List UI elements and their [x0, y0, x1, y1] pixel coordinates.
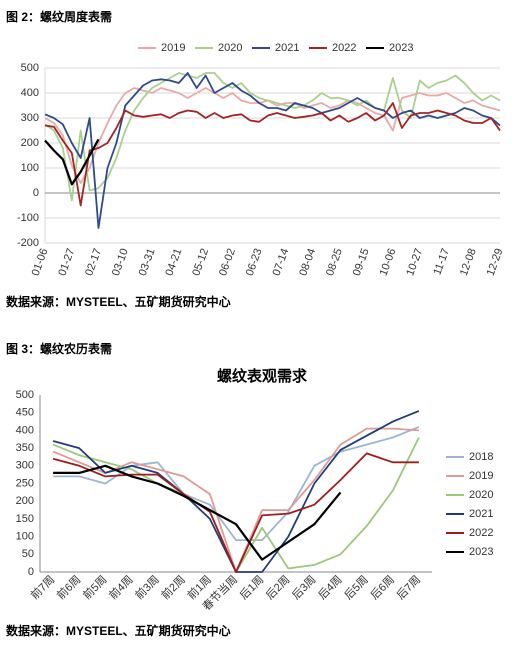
x-tick-label: 01-06 — [30, 247, 51, 278]
x-tick-label: 03-10 — [110, 247, 131, 278]
legend-label: 2020 — [469, 489, 493, 501]
legend-label: 2021 — [275, 42, 299, 54]
chart-title: 螺纹表观需求 — [217, 367, 308, 385]
series-line — [44, 72, 501, 202]
y-tick-label: -100 — [17, 212, 39, 224]
series-line — [53, 426, 420, 541]
x-tick-label: 后7周 — [394, 573, 423, 602]
y-tick-label: 400 — [16, 424, 34, 436]
y-tick-label: 500 — [16, 389, 34, 401]
series-line — [44, 72, 501, 229]
y-tick-label: 150 — [16, 513, 34, 525]
x-tick-label: 05-12 — [190, 247, 211, 278]
series-line — [44, 87, 501, 184]
y-tick-label: 200 — [16, 495, 34, 507]
legend-label: 2023 — [389, 42, 413, 54]
y-tick-label: 250 — [16, 477, 34, 489]
y-tick-label: 350 — [16, 442, 34, 454]
y-tick-label: 500 — [21, 62, 39, 74]
x-tick-label: 后5周 — [342, 573, 371, 602]
x-tick-label: 08-25 — [324, 247, 345, 278]
series-line — [44, 138, 100, 186]
series-line — [52, 427, 419, 573]
y-tick-label: -200 — [17, 237, 39, 249]
y-tick-label: 50 — [22, 548, 34, 560]
x-tick-label: 后2周 — [263, 573, 292, 602]
legend-label: 2019 — [469, 470, 493, 482]
y-tick-label: 100 — [16, 531, 34, 543]
x-tick-label: 10-06 — [378, 247, 399, 278]
series-line — [53, 464, 342, 561]
legend-label: 2019 — [161, 42, 185, 54]
y-tick-label: 450 — [16, 407, 34, 419]
legend-label: 2022 — [469, 527, 493, 539]
x-tick-label: 11-17 — [431, 247, 452, 277]
x-tick-label: 10-27 — [404, 247, 425, 278]
x-tick-label: 07-14 — [271, 247, 292, 278]
y-tick-label: 0 — [33, 187, 39, 199]
caption: 图 2：螺纹周度表需 — [6, 9, 112, 24]
legend-label: 2021 — [469, 508, 493, 520]
x-tick-label: 09-15 — [351, 247, 372, 278]
legend-label: 2023 — [469, 546, 493, 558]
caption: 图 3：螺纹农历表需 — [6, 341, 112, 356]
x-tick-label: 后1周 — [237, 573, 266, 602]
y-tick-label: 300 — [16, 460, 34, 472]
x-tick-label: 06-23 — [244, 247, 265, 278]
x-tick-label: 前5周 — [80, 572, 110, 602]
x-tick-label: 前3周 — [132, 572, 162, 602]
x-tick-label: 前6周 — [54, 572, 84, 602]
source: 数据来源：MYSTEEL、五矿期货研究中心 — [6, 623, 231, 638]
x-tick-label: 01-27 — [56, 247, 77, 278]
series-line — [52, 437, 420, 573]
x-tick-label: 12-29 — [485, 247, 506, 278]
legend-label: 2022 — [332, 42, 356, 54]
x-tick-label: 06-02 — [217, 247, 238, 278]
x-tick-label: 后3周 — [289, 573, 318, 602]
x-tick-label: 后4周 — [316, 573, 345, 602]
x-tick-label: 03-31 — [137, 247, 158, 278]
legend-label: 2020 — [218, 42, 242, 54]
x-tick-label: 前4周 — [106, 572, 136, 602]
x-tick-label: 后6周 — [368, 573, 397, 602]
x-tick-label: 08-04 — [297, 247, 318, 278]
series-line — [52, 452, 419, 573]
legend-label: 2018 — [469, 451, 493, 463]
y-tick-label: 400 — [21, 87, 39, 99]
x-tick-label: 12-08 — [458, 247, 479, 278]
y-tick-label: 200 — [21, 137, 39, 149]
y-tick-label: 100 — [21, 162, 39, 174]
x-tick-label: 04-21 — [163, 247, 184, 278]
source: 数据来源：MYSTEEL、五矿期货研究中心 — [6, 294, 231, 309]
series-line — [44, 102, 501, 207]
x-tick-label: 02-17 — [83, 247, 104, 278]
y-tick-label: 300 — [21, 112, 39, 124]
series-line — [52, 410, 420, 573]
y-tick-label: 0 — [28, 566, 34, 578]
x-tick-label: 前2周 — [158, 572, 188, 602]
